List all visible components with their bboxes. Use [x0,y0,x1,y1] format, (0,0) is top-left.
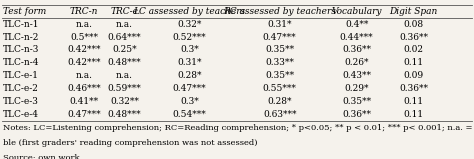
Text: 0.42***: 0.42*** [67,58,101,67]
Text: TLC-n-3: TLC-n-3 [3,45,40,54]
Text: TLC-e-3: TLC-e-3 [3,97,39,106]
Text: 0.36**: 0.36** [342,45,371,54]
Text: 0.43**: 0.43** [342,71,371,80]
Text: 0.47***: 0.47*** [263,32,296,41]
Text: TRC-n: TRC-n [70,7,98,16]
Text: 0.41**: 0.41** [70,97,99,106]
Text: 0.35**: 0.35** [342,97,371,106]
Text: 0.64***: 0.64*** [108,32,141,41]
Text: 0.54***: 0.54*** [173,110,207,119]
Text: 0.52***: 0.52*** [173,32,206,41]
Text: Notes: LC=Listening comprehension; RC=Reading comprehension; * p<0.05; ** p < 0.: Notes: LC=Listening comprehension; RC=Re… [3,124,474,132]
Text: 0.47***: 0.47*** [173,84,206,93]
Text: 0.08: 0.08 [403,20,424,29]
Text: 0.5***: 0.5*** [70,32,98,41]
Text: TLC-n-1: TLC-n-1 [3,20,40,29]
Text: 0.3*: 0.3* [180,45,199,54]
Text: 0.11: 0.11 [403,110,424,119]
Text: 0.42***: 0.42*** [67,45,101,54]
Text: 0.4**: 0.4** [345,20,368,29]
Text: 0.47***: 0.47*** [67,110,101,119]
Text: n.a.: n.a. [76,20,92,29]
Text: 0.32*: 0.32* [177,20,202,29]
Text: RC assessed by teachers: RC assessed by teachers [223,7,336,16]
Text: Source: own work: Source: own work [3,154,80,159]
Text: 0.26*: 0.26* [345,58,369,67]
Text: 0.36**: 0.36** [399,84,428,93]
Text: 0.02: 0.02 [403,45,424,54]
Text: n.a.: n.a. [116,71,133,80]
Text: 0.3*: 0.3* [180,97,199,106]
Text: TLC-n-4: TLC-n-4 [3,58,40,67]
Text: Digit Span: Digit Span [390,7,438,16]
Text: 0.28*: 0.28* [177,71,202,80]
Text: 0.11: 0.11 [403,97,424,106]
Text: 0.31*: 0.31* [267,20,292,29]
Text: 0.44***: 0.44*** [340,32,374,41]
Text: TLC-e-1: TLC-e-1 [3,71,39,80]
Text: 0.46***: 0.46*** [67,84,101,93]
Text: 0.31*: 0.31* [177,58,202,67]
Text: 0.36**: 0.36** [342,110,371,119]
Text: 0.32**: 0.32** [110,97,139,106]
Text: TLC-n-2: TLC-n-2 [3,32,40,41]
Text: 0.25*: 0.25* [112,45,137,54]
Text: n.a.: n.a. [76,71,92,80]
Text: 0.59***: 0.59*** [108,84,141,93]
Text: n.a.: n.a. [116,20,133,29]
Text: 0.48***: 0.48*** [108,110,141,119]
Text: 0.35**: 0.35** [265,45,294,54]
Text: 0.55***: 0.55*** [263,84,297,93]
Text: 0.28*: 0.28* [267,97,292,106]
Text: 0.33**: 0.33** [265,58,294,67]
Text: TRC-e: TRC-e [110,7,138,16]
Text: 0.09: 0.09 [403,71,424,80]
Text: LC assessed by teachers: LC assessed by teachers [134,7,246,16]
Text: 0.63***: 0.63*** [263,110,296,119]
Text: 0.35**: 0.35** [265,71,294,80]
Text: Vocabulary: Vocabulary [331,7,382,16]
Text: TLC-e-4: TLC-e-4 [3,110,39,119]
Text: 0.29*: 0.29* [345,84,369,93]
Text: 0.11: 0.11 [403,58,424,67]
Text: 0.48***: 0.48*** [108,58,141,67]
Text: ble (first graders' reading comprehension was not assessed): ble (first graders' reading comprehensio… [3,139,258,147]
Text: Test form: Test form [3,7,46,16]
Text: TLC-e-2: TLC-e-2 [3,84,39,93]
Text: 0.36**: 0.36** [399,32,428,41]
